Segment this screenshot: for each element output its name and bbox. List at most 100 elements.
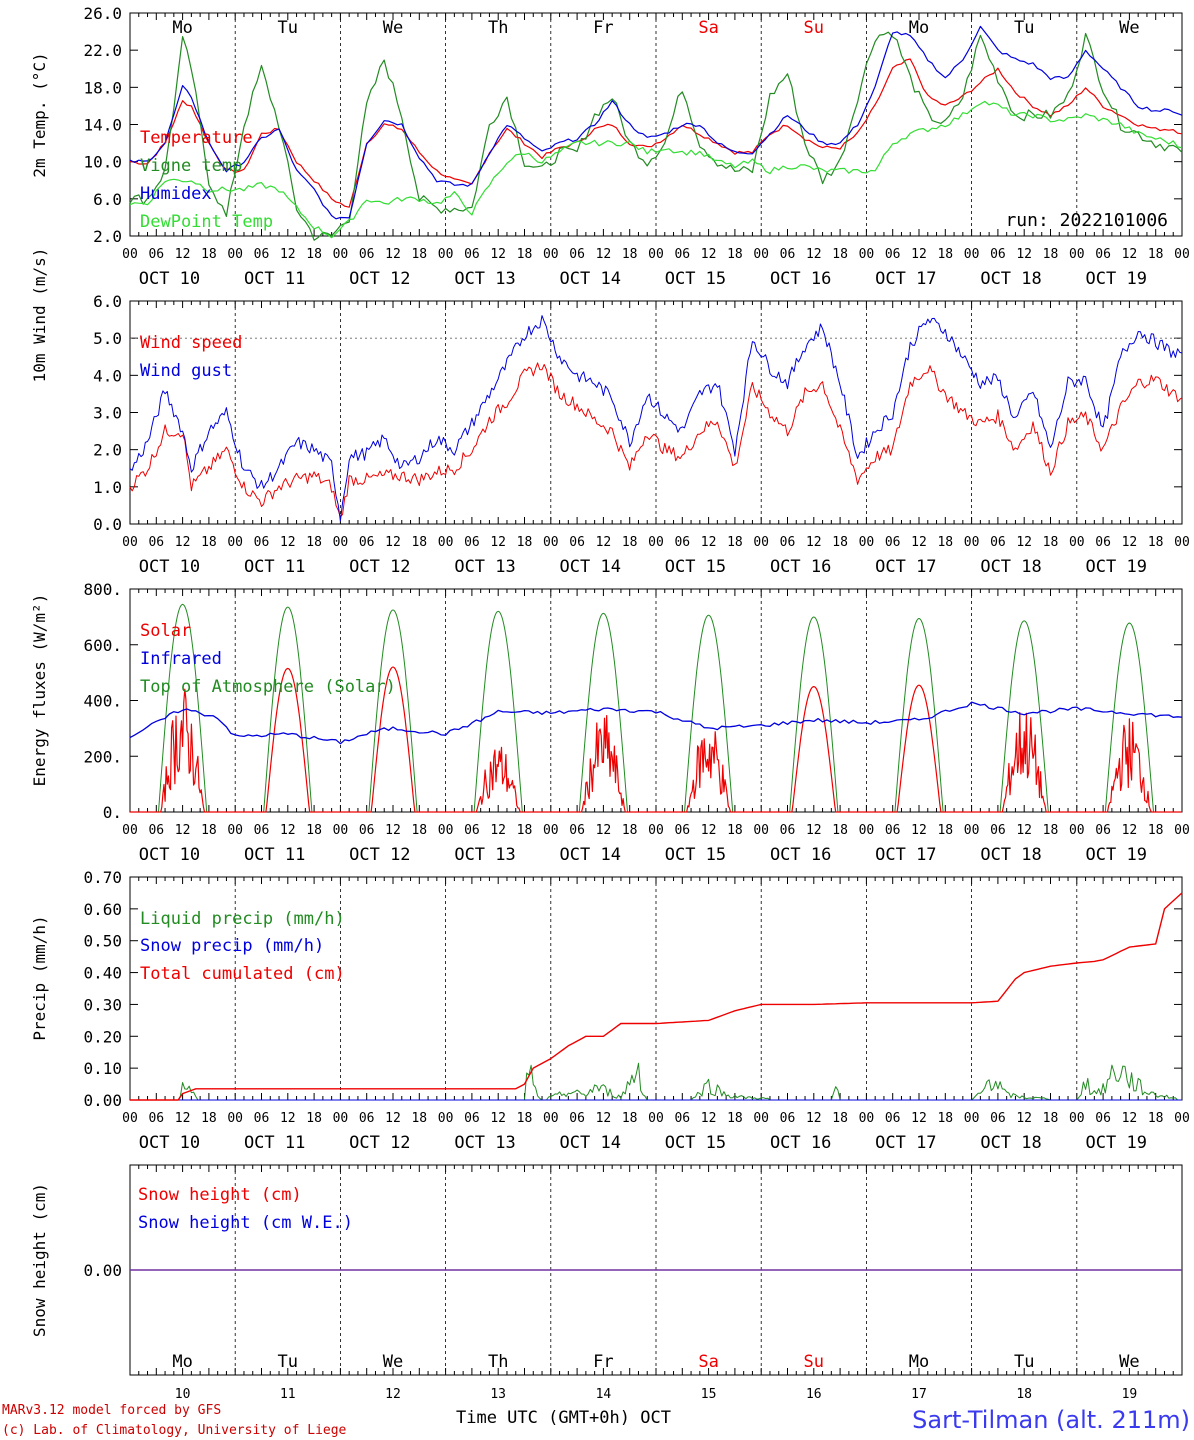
plot-frame: [129, 588, 1183, 813]
date-number-label: 11: [280, 1387, 296, 1402]
date-number-label: 15: [701, 1387, 717, 1402]
hour-tick-label: 06: [780, 823, 796, 838]
hour-tick-label: 12: [280, 535, 296, 550]
hour-tick-label: 12: [175, 1111, 191, 1126]
date-label: OCT 18: [980, 1133, 1041, 1153]
hour-tick-label: 12: [385, 247, 401, 262]
hour-tick-label: 12: [911, 823, 927, 838]
y-tick-label: 5.0: [93, 329, 122, 348]
hour-tick-label: 06: [359, 247, 375, 262]
hour-tick-label: 00: [1174, 247, 1190, 262]
hour-tick-label: 06: [569, 247, 585, 262]
weekday-label: Fr: [593, 18, 613, 38]
hour-tick-label: 12: [175, 247, 191, 262]
date-label: OCT 15: [665, 269, 726, 289]
hour-tick-label: 18: [1148, 823, 1164, 838]
y-tick-label: 0.70: [83, 868, 122, 887]
hour-tick-label: 18: [727, 247, 743, 262]
hour-tick-label: 12: [806, 1111, 822, 1126]
hour-tick-label: 00: [648, 535, 664, 550]
y-axis-title: Snow height (cm): [30, 1183, 49, 1337]
hour-tick-label: 12: [1122, 1111, 1138, 1126]
hour-tick-label: 12: [701, 535, 717, 550]
hour-tick-label: 00: [859, 1111, 875, 1126]
hour-tick-label: 00: [438, 1111, 454, 1126]
hour-tick-label: 06: [885, 247, 901, 262]
hour-tick-label: 00: [753, 823, 769, 838]
hour-tick-label: 06: [464, 823, 480, 838]
date-label: OCT 18: [980, 269, 1041, 289]
y-tick-label: 18.0: [83, 78, 122, 97]
hour-tick-label: 00: [227, 1111, 243, 1126]
y-tick-label: 0.0: [93, 515, 122, 534]
hour-tick-label: 12: [385, 1111, 401, 1126]
hour-tick-label: 00: [438, 823, 454, 838]
weekday-label: Sa: [698, 1352, 718, 1372]
hour-tick-label: 00: [122, 823, 138, 838]
date-label: OCT 10: [139, 557, 200, 577]
hour-tick-label: 00: [122, 1111, 138, 1126]
date-number-label: 12: [385, 1387, 401, 1402]
date-label: OCT 10: [139, 845, 200, 865]
date-label: OCT 15: [665, 845, 726, 865]
weekday-label: Tu: [278, 1352, 298, 1372]
y-tick-label: 4.0: [93, 366, 122, 385]
series-line-wind-speed: [129, 362, 1183, 518]
date-label: OCT 17: [875, 557, 936, 577]
hour-tick-label: 12: [490, 247, 506, 262]
date-label: OCT 13: [454, 1133, 515, 1153]
hour-tick-label: 06: [464, 247, 480, 262]
hour-tick-label: 00: [859, 823, 875, 838]
date-label: OCT 16: [770, 557, 831, 577]
date-label: OCT 11: [244, 269, 305, 289]
series-line-wind-gust: [129, 315, 1183, 522]
series-line-infrared: [129, 701, 1183, 745]
y-tick-label: 0.20: [83, 1027, 122, 1046]
y-tick-label: 400.: [83, 692, 122, 711]
legend-snow-height-we: Snow height (cm W.E.): [138, 1213, 353, 1233]
panel-4: 0.00 0.10 0.20 0.30 0.40 0.50 0.60 0.70 Precip (…: [30, 868, 1190, 1153]
legend-toa-solar: Top of Atmosphere (Solar): [140, 677, 396, 697]
hour-tick-label: 06: [254, 247, 270, 262]
hour-tick-label: 00: [1174, 1111, 1190, 1126]
hour-tick-label: 06: [1095, 247, 1111, 262]
hour-tick-label: 18: [937, 1111, 953, 1126]
legend-snow-height: Snow height (cm): [138, 1185, 302, 1205]
legend-wind-gust: Wind gust: [140, 361, 232, 381]
hour-tick-label: 00: [333, 823, 349, 838]
hour-tick-label: 12: [701, 1111, 717, 1126]
y-tick-label: 0.: [103, 803, 122, 822]
y-tick-label: 0.30: [83, 995, 122, 1014]
date-label: OCT 18: [980, 845, 1041, 865]
y-tick-label: 14.0: [83, 116, 122, 135]
date-number-label: 16: [806, 1387, 822, 1402]
date-label: OCT 15: [665, 1133, 726, 1153]
hour-tick-label: 12: [701, 823, 717, 838]
hour-tick-label: 06: [990, 247, 1006, 262]
weekday-label: Fr: [593, 1352, 613, 1372]
date-label: OCT 16: [770, 845, 831, 865]
date-label: OCT 12: [349, 845, 410, 865]
hour-tick-label: 18: [1043, 1111, 1059, 1126]
hour-tick-label: 18: [411, 1111, 427, 1126]
y-tick-label: 0.10: [83, 1059, 122, 1078]
hour-tick-label: 00: [333, 1111, 349, 1126]
hour-tick-label: 12: [175, 535, 191, 550]
hour-tick-label: 18: [622, 247, 638, 262]
date-label: OCT 19: [1086, 269, 1147, 289]
hour-tick-label: 18: [306, 823, 322, 838]
hour-tick-label: 18: [411, 535, 427, 550]
footer-copyright: (c) Lab. of Climatology, University of L…: [2, 1423, 347, 1438]
hour-tick-label: 00: [227, 247, 243, 262]
y-tick-label: 2.0: [93, 227, 122, 246]
legend-total-cumulated: Total cumulated (cm): [140, 964, 345, 984]
hour-tick-label: 12: [596, 823, 612, 838]
hour-tick-label: 06: [1095, 535, 1111, 550]
hour-tick-label: 00: [543, 823, 559, 838]
hour-tick-label: 06: [674, 535, 690, 550]
hour-tick-label: 12: [911, 1111, 927, 1126]
date-label: OCT 17: [875, 1133, 936, 1153]
station-label: Sart-Tilman (alt. 211m): [912, 1406, 1190, 1434]
date-label: OCT 11: [244, 557, 305, 577]
